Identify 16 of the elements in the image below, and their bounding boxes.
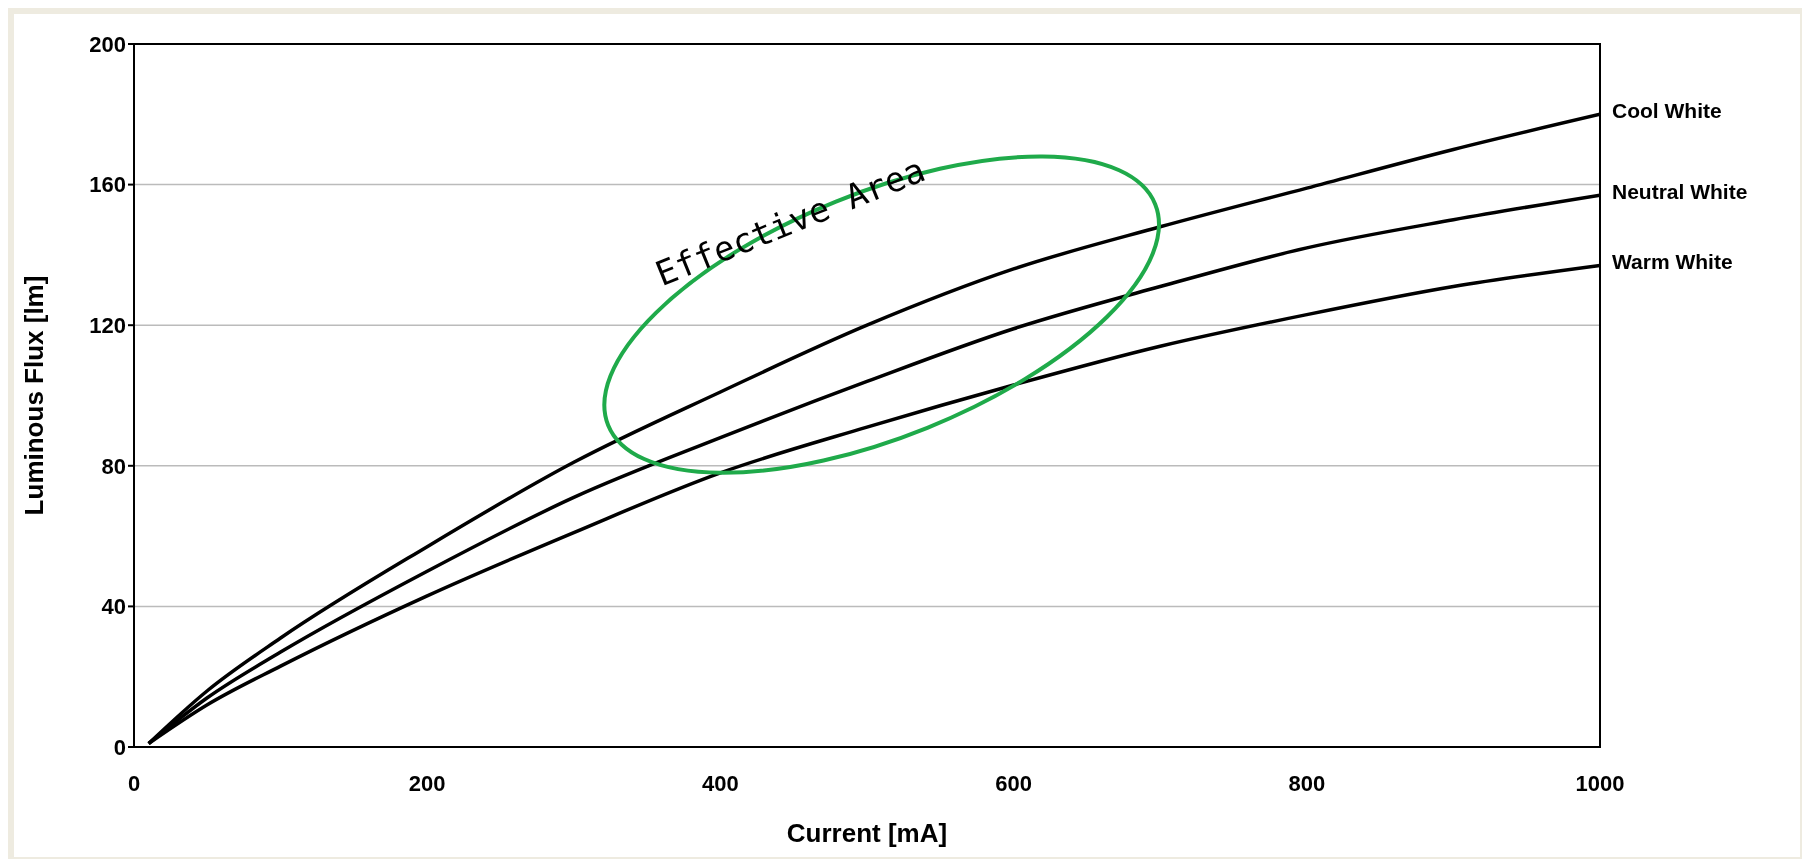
y-tick-label: 40: [101, 594, 126, 620]
y-tick-label: 0: [113, 734, 126, 760]
y-tick-label: 160: [89, 172, 126, 198]
series-label: Warm White: [1612, 250, 1733, 274]
x-axis-title: Current [mA]: [786, 818, 948, 848]
x-tick-label: 1000: [1575, 770, 1625, 796]
y-tick-label: 200: [89, 31, 126, 57]
y-tick-label: 80: [101, 453, 126, 479]
y-tick-label: 120: [89, 313, 126, 339]
x-tick-label: 800: [1288, 770, 1326, 796]
series-label: Cool White: [1612, 99, 1722, 123]
x-tick-label: 400: [702, 770, 739, 796]
x-tick-label: 600: [995, 770, 1032, 796]
series-label: Neutral White: [1612, 180, 1748, 204]
x-tick-label: 200: [408, 770, 446, 796]
y-axis-title: Luminous Flux [lm]: [19, 275, 50, 516]
